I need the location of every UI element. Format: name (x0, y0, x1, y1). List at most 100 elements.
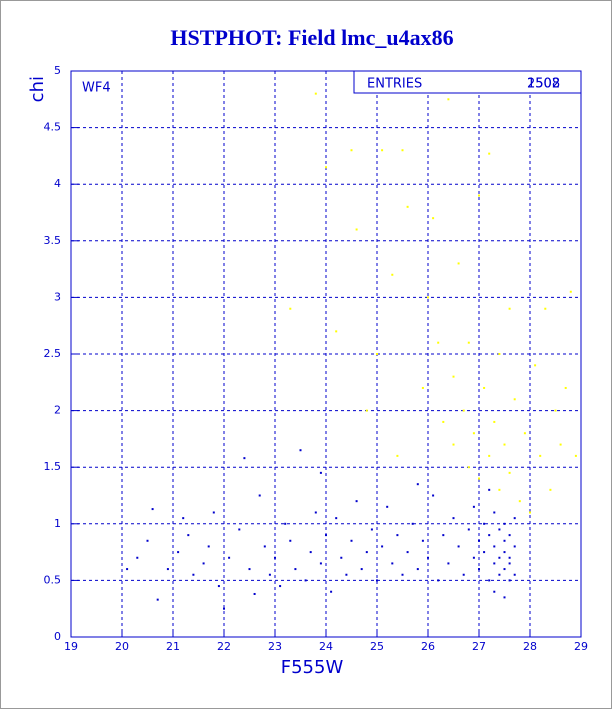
point (126, 568, 129, 571)
point (483, 522, 486, 525)
point (248, 568, 251, 571)
point (493, 511, 496, 514)
point (513, 545, 516, 548)
x-tick-label: 28 (523, 640, 537, 653)
x-tick-label: 23 (268, 640, 282, 653)
point (314, 511, 317, 514)
point (396, 534, 399, 537)
y-tick-label: 4.5 (44, 121, 62, 134)
point (574, 454, 577, 457)
point (472, 505, 475, 508)
point (569, 290, 572, 293)
x-tick-label: 19 (64, 640, 78, 653)
point (355, 500, 358, 503)
point (518, 500, 521, 503)
point (513, 398, 516, 401)
point (467, 466, 470, 469)
point (376, 579, 378, 582)
point (335, 330, 338, 333)
x-tick-label: 22 (217, 640, 231, 653)
point (498, 488, 501, 491)
point (457, 545, 460, 548)
point (503, 443, 506, 446)
x-tick-label: 25 (370, 640, 384, 653)
y-tick-label: 1.5 (44, 460, 62, 473)
point (523, 432, 526, 435)
y-tick-label: 1 (54, 517, 61, 530)
point (325, 166, 327, 169)
y-tick-label: 2 (54, 404, 61, 417)
y-tick-label: 3 (54, 290, 61, 303)
point (381, 545, 384, 548)
y-tick-label: 0 (54, 630, 61, 643)
legend-label: ENTRIES (367, 77, 422, 92)
x-tick-label: 26 (421, 640, 435, 653)
point (442, 534, 445, 537)
point (549, 488, 552, 491)
point (406, 551, 409, 554)
point (488, 454, 491, 457)
point (421, 386, 424, 389)
point (508, 534, 511, 537)
point (498, 353, 501, 355)
point (146, 539, 149, 542)
point (299, 449, 302, 452)
point (544, 307, 547, 310)
point (289, 307, 292, 310)
point (396, 454, 399, 457)
point (289, 539, 292, 542)
point (508, 471, 511, 474)
x-tick-label: 21 (166, 640, 180, 653)
point (478, 568, 480, 571)
point (442, 420, 445, 423)
point (391, 273, 394, 276)
point (427, 296, 429, 299)
point (488, 579, 491, 582)
point (376, 353, 378, 355)
point (253, 592, 256, 595)
point (207, 545, 210, 548)
point (274, 556, 276, 559)
point (493, 562, 496, 565)
y-tick-label: 3.5 (44, 234, 62, 247)
point (457, 262, 460, 265)
point (258, 494, 261, 497)
point (437, 579, 440, 582)
point (217, 585, 220, 588)
x-axis-label: F555W (281, 657, 344, 678)
point (202, 562, 205, 565)
y-tick-label: 2.5 (44, 347, 62, 360)
annotation: WF4 (82, 81, 111, 96)
point (508, 579, 511, 582)
x-tick-label: 29 (574, 640, 588, 653)
point (314, 92, 317, 95)
legend-entries: 1502 (527, 77, 560, 92)
point (335, 517, 338, 520)
point (529, 511, 531, 514)
point (462, 409, 465, 412)
point (223, 607, 225, 610)
point (370, 528, 373, 531)
point (447, 562, 450, 565)
point (488, 488, 491, 491)
point (365, 551, 368, 554)
point (437, 341, 440, 344)
point (355, 228, 358, 231)
point (539, 454, 542, 457)
point (462, 573, 465, 576)
point (493, 420, 496, 423)
point (503, 568, 506, 571)
point (472, 556, 475, 559)
y-tick-label: 4 (54, 177, 61, 190)
point (503, 596, 506, 599)
point (243, 457, 246, 460)
point (416, 568, 419, 571)
point (432, 494, 435, 497)
point (503, 539, 506, 542)
point (360, 568, 363, 571)
x-tick-label: 24 (319, 640, 333, 653)
x-tick-label: 27 (472, 640, 486, 653)
point (498, 528, 501, 531)
point (467, 528, 470, 531)
